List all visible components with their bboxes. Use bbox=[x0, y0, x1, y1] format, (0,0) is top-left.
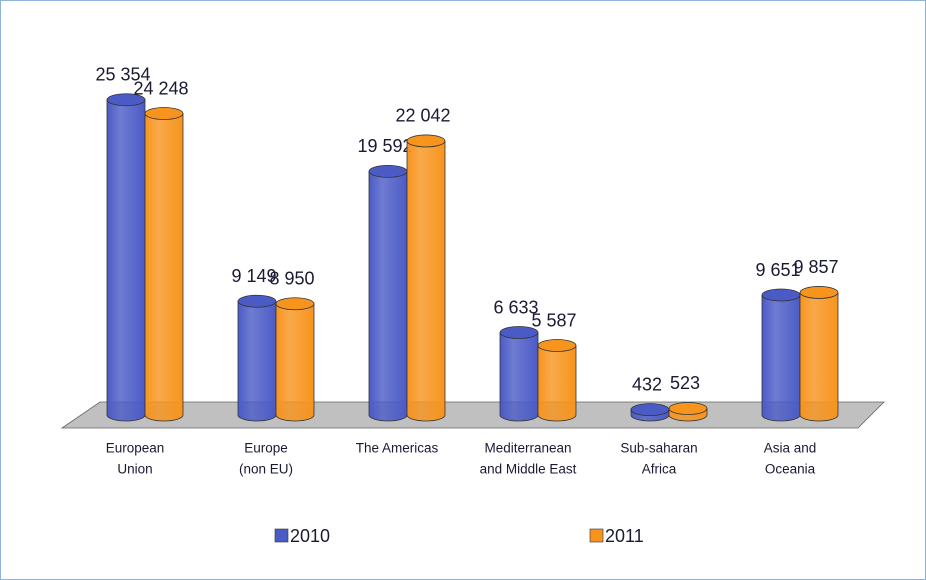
bar bbox=[237, 300, 277, 422]
bar-cap bbox=[406, 134, 446, 148]
bar-cap bbox=[630, 403, 670, 417]
bar bbox=[537, 345, 577, 422]
value-label: 24 248 bbox=[133, 78, 188, 98]
legend-label: 2010 bbox=[290, 526, 330, 546]
legend-swatch bbox=[589, 528, 604, 543]
x-tick-label: Europe bbox=[244, 441, 288, 456]
value-label: 22 042 bbox=[395, 106, 450, 126]
x-tick-label: Sub-saharan bbox=[620, 441, 697, 456]
value-label: 9 149 bbox=[231, 266, 276, 286]
bar-cap bbox=[106, 93, 146, 107]
value-label: 8 950 bbox=[269, 268, 314, 288]
bar bbox=[275, 303, 315, 422]
bar bbox=[406, 140, 446, 422]
value-label: 523 bbox=[670, 373, 700, 393]
floor bbox=[60, 401, 885, 429]
bar bbox=[144, 113, 184, 422]
bar bbox=[499, 332, 539, 422]
legend-label: 2011 bbox=[605, 526, 644, 546]
x-tick-label: Africa bbox=[642, 462, 677, 477]
bar bbox=[799, 292, 839, 422]
value-label: 6 633 bbox=[493, 297, 538, 317]
x-tick-label: Mediterranean bbox=[484, 441, 571, 456]
x-tick-label: Oceania bbox=[765, 462, 816, 477]
x-tick-label: and Middle East bbox=[480, 462, 577, 477]
bar-cap bbox=[537, 339, 577, 352]
legend-swatch bbox=[274, 528, 289, 543]
x-tick-label: The Americas bbox=[356, 441, 439, 456]
bar bbox=[106, 99, 146, 422]
bar-cap bbox=[668, 402, 708, 415]
value-label: 9 857 bbox=[793, 257, 838, 277]
x-tick-label: (non EU) bbox=[239, 462, 293, 477]
value-label: 432 bbox=[632, 374, 662, 394]
bar-cap bbox=[499, 326, 539, 339]
bar bbox=[368, 171, 408, 422]
x-tick-label: European bbox=[106, 441, 165, 456]
bar-cap bbox=[275, 297, 315, 311]
value-label: 19 592 bbox=[357, 136, 412, 156]
x-tick-label: Asia and bbox=[764, 441, 817, 456]
bar-cap bbox=[799, 286, 839, 299]
x-tick-label: Union bbox=[117, 462, 152, 477]
value-label: 25 354 bbox=[95, 65, 150, 85]
bar bbox=[761, 294, 801, 422]
bar-cap bbox=[368, 165, 408, 178]
value-label: 5 587 bbox=[531, 310, 576, 330]
value-label: 9 651 bbox=[755, 260, 800, 280]
bar-cap bbox=[761, 288, 801, 302]
bar-cap bbox=[237, 294, 277, 308]
bar-cap bbox=[144, 107, 184, 120]
